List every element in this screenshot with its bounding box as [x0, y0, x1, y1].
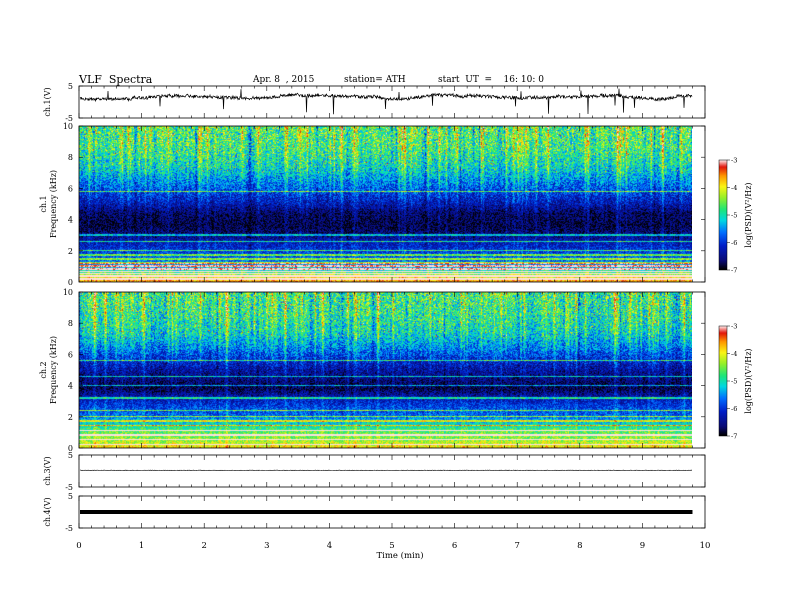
- y-axis-label-2-b: Frequency (kHz): [49, 336, 58, 404]
- colorbar-tick-label-2-4: -7: [731, 433, 737, 441]
- y-tick-label-2-2: 4: [68, 382, 73, 391]
- y-axis-label-2-a: ch.2: [39, 361, 48, 378]
- y-tick-label-1-2: 4: [68, 216, 73, 225]
- y-tick-label-2-3: 6: [68, 350, 73, 359]
- y-tick-label-2-5: 10: [63, 288, 73, 297]
- ch1-spectrogram-image: [79, 126, 692, 282]
- x-tick-label-10: 10: [700, 541, 711, 551]
- start-time-label: start UT = 16: 10: 0: [438, 75, 544, 85]
- y-axis-label-1-a: ch.1: [39, 195, 48, 212]
- y-tick-label-3-1: -5: [65, 483, 73, 492]
- y-axis-label-4: ch.4(V): [43, 497, 52, 526]
- page-title: VLF Spectra: [79, 73, 153, 86]
- y-axis-label-3: ch.3(V): [43, 456, 52, 485]
- station-label: station= ATH: [344, 75, 406, 85]
- x-tick-label-2: 2: [201, 541, 206, 551]
- ch1-trace: [79, 88, 693, 115]
- x-tick-label-1: 1: [139, 541, 144, 551]
- x-axis-label: Time (min): [376, 550, 423, 561]
- colorbar-tick-label-1-0: -3: [731, 157, 737, 165]
- x-tick-label-0: 0: [76, 541, 81, 551]
- x-tick-label-7: 7: [514, 541, 519, 551]
- x-tick-label-4: 4: [327, 541, 332, 551]
- y-tick-label-2-1: 2: [68, 413, 73, 422]
- colorbar-tick-label-2-0: -3: [731, 323, 737, 331]
- x-tick-label-6: 6: [452, 541, 457, 551]
- colorbar-1: [719, 160, 727, 270]
- y-tick-label-1-0: 0: [68, 278, 73, 287]
- x-ticks-1: [78, 126, 706, 282]
- y-tick-label-2-4: 8: [68, 319, 73, 328]
- y-tick-label-1-1: 2: [68, 247, 73, 256]
- x-ticks-2: [78, 292, 706, 448]
- y-tick-label-4-0: 5: [68, 492, 73, 501]
- colorbar-tick-label-2-1: -4: [731, 350, 737, 358]
- y-axis-label-1-b: Frequency (kHz): [49, 170, 58, 238]
- x-ticks-0: [78, 86, 706, 118]
- y-tick-label-4-1: -5: [65, 524, 73, 533]
- x-tick-label-9: 9: [640, 541, 645, 551]
- y-tick-label-0-0: 5: [68, 82, 73, 91]
- y-tick-label-0-1: -5: [65, 114, 73, 123]
- ch4-trace: [80, 510, 693, 514]
- x-ticks-4: [78, 496, 706, 528]
- colorbar-tick-label-1-2: -5: [731, 212, 737, 220]
- colorbar-tick-label-1-3: -6: [731, 239, 737, 247]
- colorbar-label-1: log(PSD)(V²/Hz): [744, 182, 753, 247]
- x-tick-label-5: 5: [389, 541, 394, 551]
- colorbar-label-2: log(PSD)(V²/Hz): [744, 348, 753, 413]
- y-tick-label-3-0: 5: [68, 451, 73, 460]
- date-label: Apr. 8 , 2015: [253, 75, 315, 85]
- y-tick-label-1-3: 6: [68, 184, 73, 193]
- x-tick-label-3: 3: [264, 541, 269, 551]
- colorbar-tick-label-2-3: -6: [731, 405, 737, 413]
- colorbar-tick-label-2-2: -5: [731, 378, 737, 386]
- x-ticks-3: [78, 455, 706, 487]
- x-tick-label-8: 8: [577, 541, 582, 551]
- y-tick-label-1-4: 8: [68, 153, 73, 162]
- colorbar-2: [719, 326, 727, 436]
- ch3-trace: [80, 469, 692, 472]
- y-tick-label-2-0: 0: [68, 444, 73, 453]
- y-tick-label-1-5: 10: [63, 122, 73, 131]
- colorbar-tick-label-1-1: -4: [731, 184, 737, 192]
- colorbar-tick-label-1-4: -7: [731, 267, 737, 275]
- y-axis-label-0: ch.1(V): [43, 87, 52, 116]
- ch2-spectrogram-image: [79, 292, 692, 448]
